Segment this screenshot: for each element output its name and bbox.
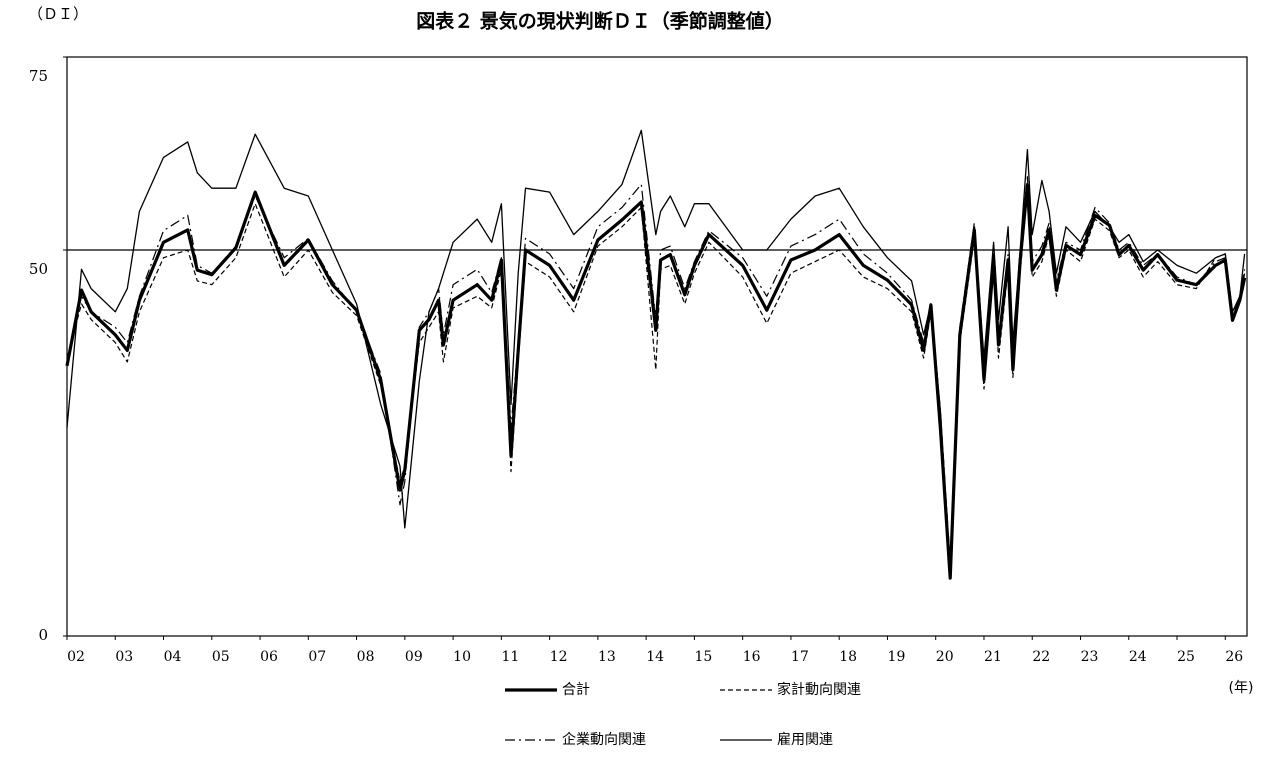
legend-label: 合計 [562, 682, 590, 698]
x-tick-label: 19 [888, 649, 906, 665]
y-tick-label: 0 [38, 626, 48, 644]
x-tick-label: 04 [164, 649, 182, 665]
legend-label: 家計動向関連 [777, 681, 861, 698]
x-axis-label: (年) [1229, 680, 1254, 696]
x-tick-label: 02 [67, 649, 85, 665]
x-tick-label: 24 [1129, 649, 1147, 665]
x-tick-label: 25 [1177, 649, 1195, 665]
x-tick-label: 10 [453, 649, 471, 665]
x-tick-label: 11 [501, 649, 519, 665]
x-tick-label: 15 [694, 649, 712, 665]
x-tick-label: 06 [260, 649, 278, 665]
x-tick-label: 08 [357, 649, 375, 665]
x-tick-label: 03 [115, 649, 133, 665]
x-tick-label: 21 [984, 649, 1002, 665]
x-tick-label: 12 [550, 649, 568, 665]
series-line [65, 183, 1247, 580]
y-tick-label: 50 [29, 260, 48, 278]
y-tick-label: 75 [29, 67, 48, 85]
legend-label: 企業動向関連 [562, 731, 646, 748]
x-tick-label: 18 [839, 649, 857, 665]
x-tick-label: 13 [598, 649, 616, 665]
x-tick-label: 20 [936, 649, 954, 665]
plot-frame [66, 56, 1248, 637]
x-tick-label: 23 [1081, 649, 1099, 665]
series-line [66, 187, 1246, 571]
series-line [66, 129, 1246, 572]
chart-title: 図表２ 景気の現状判断ＤＩ（季節調整値） [416, 10, 784, 33]
x-tick-label: 26 [1225, 649, 1243, 665]
x-tick-label: 17 [791, 649, 809, 665]
y-axis-label: （ＤＩ） [28, 5, 88, 23]
legend-label: 雇用関連 [777, 731, 833, 748]
x-tick-label: 09 [405, 649, 423, 665]
x-tick-label: 05 [212, 649, 230, 665]
x-tick-label: 16 [743, 649, 761, 665]
x-tick-label: 14 [646, 649, 664, 665]
x-tick-label: 07 [308, 649, 326, 665]
x-tick-label: 22 [1032, 649, 1050, 665]
